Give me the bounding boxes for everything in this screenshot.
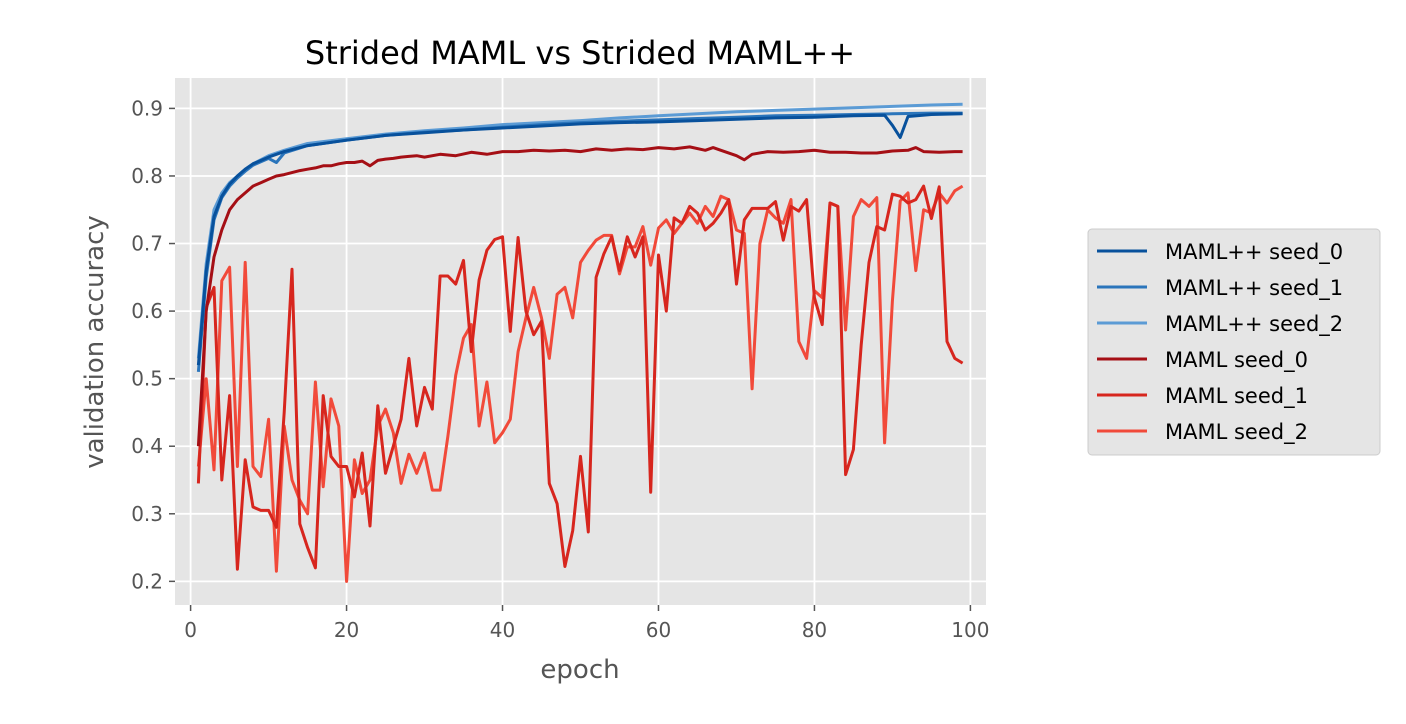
legend: MAML++ seed_0 MAML++ seed_1 MAML++ seed_2 M… [1087,228,1381,456]
x-axis-label: epoch [540,655,619,685]
legend-box [1087,228,1381,456]
x-tick-label: 20 [334,618,359,642]
legend-label: MAML seed_1 [1165,384,1308,409]
y-tick-label: 0.6 [131,299,163,323]
legend-label: MAML seed_0 [1165,348,1308,373]
legend-label: MAML++ seed_0 [1165,240,1343,265]
x-tick-label: 60 [646,618,671,642]
y-tick-label: 0.9 [131,96,163,120]
chart-title: Strided MAML vs Strided MAML++ [305,34,855,72]
x-tick-label: 0 [184,618,197,642]
y-tick-label: 0.3 [131,502,163,526]
y-tick-label: 0.7 [131,232,163,256]
x-tick-label: 40 [490,618,515,642]
legend-items: MAML++ seed_0 MAML++ seed_1 MAML++ seed_2 M… [1097,240,1343,445]
x-tick-label: 80 [802,618,827,642]
plot-area [175,78,986,605]
legend-label: MAML++ seed_1 [1165,276,1343,301]
series-line-maml-seed-0 [196,145,963,447]
y-tick-label: 0.5 [131,367,163,391]
series-line-maml-seed-1 [196,184,964,571]
y-tick-label: 0.8 [131,164,163,188]
x-tick-label: 100 [951,618,989,642]
legend-label: MAML++ seed_2 [1165,312,1343,337]
y-tick-label: 0.2 [131,569,163,593]
series-line-maml-seed-0 [196,112,963,366]
axis-ticks: 0 20 40 60 80 100 0.2 0.3 0.4 0.5 0.6 0.7 0.8 0.9 [131,96,989,642]
legend-label: MAML seed_2 [1165,420,1308,445]
y-axis-label: validation accuracy [80,215,110,469]
y-tick-label: 0.4 [131,434,163,458]
series-lines [196,102,964,583]
